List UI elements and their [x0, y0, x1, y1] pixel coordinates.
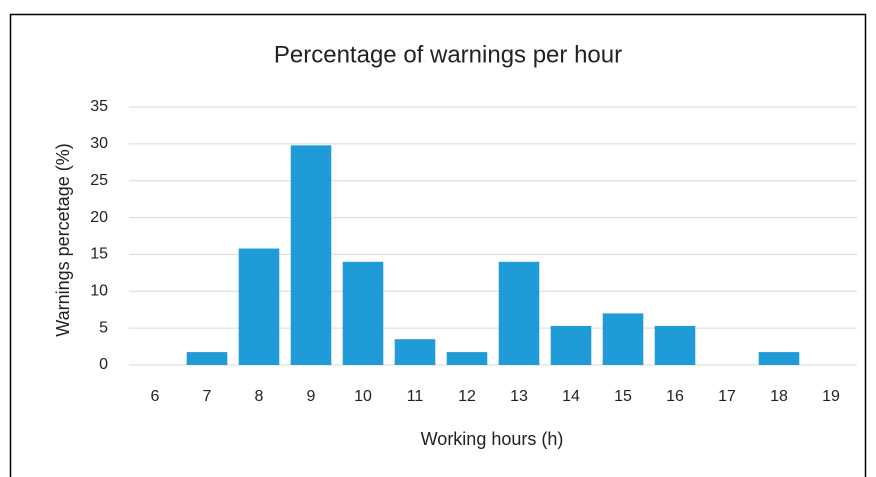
bar	[186, 352, 228, 365]
x-tick-label: 11	[407, 388, 424, 405]
y-tick-label: 15	[90, 246, 108, 263]
y-tick-label: 30	[90, 135, 108, 152]
frame	[9, 13, 867, 477]
bar	[602, 313, 644, 365]
bar	[446, 352, 488, 365]
y-tick-label: 0	[99, 356, 108, 373]
y-axis-label: Warnings percetage (%)	[53, 143, 73, 336]
bar	[498, 261, 540, 365]
x-tick-label: 8	[255, 388, 264, 405]
x-tick-label: 19	[822, 388, 840, 405]
bar	[238, 248, 280, 365]
bar	[550, 325, 592, 365]
y-tick-label: 25	[90, 172, 108, 189]
x-tick-label: 7	[203, 388, 212, 405]
x-tick-label: 17	[718, 388, 736, 405]
x-tick-label: 12	[458, 388, 476, 405]
x-tick-label: 18	[770, 388, 788, 405]
y-tick-label: 35	[90, 98, 108, 115]
chart-title: Percentage of warnings per hour	[274, 41, 622, 68]
bar	[758, 352, 800, 365]
x-tick-label: 6	[151, 388, 160, 405]
y-tick-label: 20	[90, 209, 108, 226]
y-tick-label: 5	[99, 319, 108, 336]
y-tick-label: 10	[90, 283, 108, 300]
x-tick-label: 14	[562, 388, 580, 405]
bar	[342, 261, 384, 365]
x-tick-label: 10	[354, 388, 372, 405]
x-tick-label: 9	[307, 388, 316, 405]
x-axis-label: Working hours (h)	[421, 429, 564, 449]
bar	[394, 339, 436, 365]
x-tick-label: 13	[510, 388, 528, 405]
x-tick-label: 16	[666, 388, 684, 405]
bar	[654, 325, 696, 365]
bar	[290, 145, 332, 365]
x-tick-label: 15	[614, 388, 632, 405]
